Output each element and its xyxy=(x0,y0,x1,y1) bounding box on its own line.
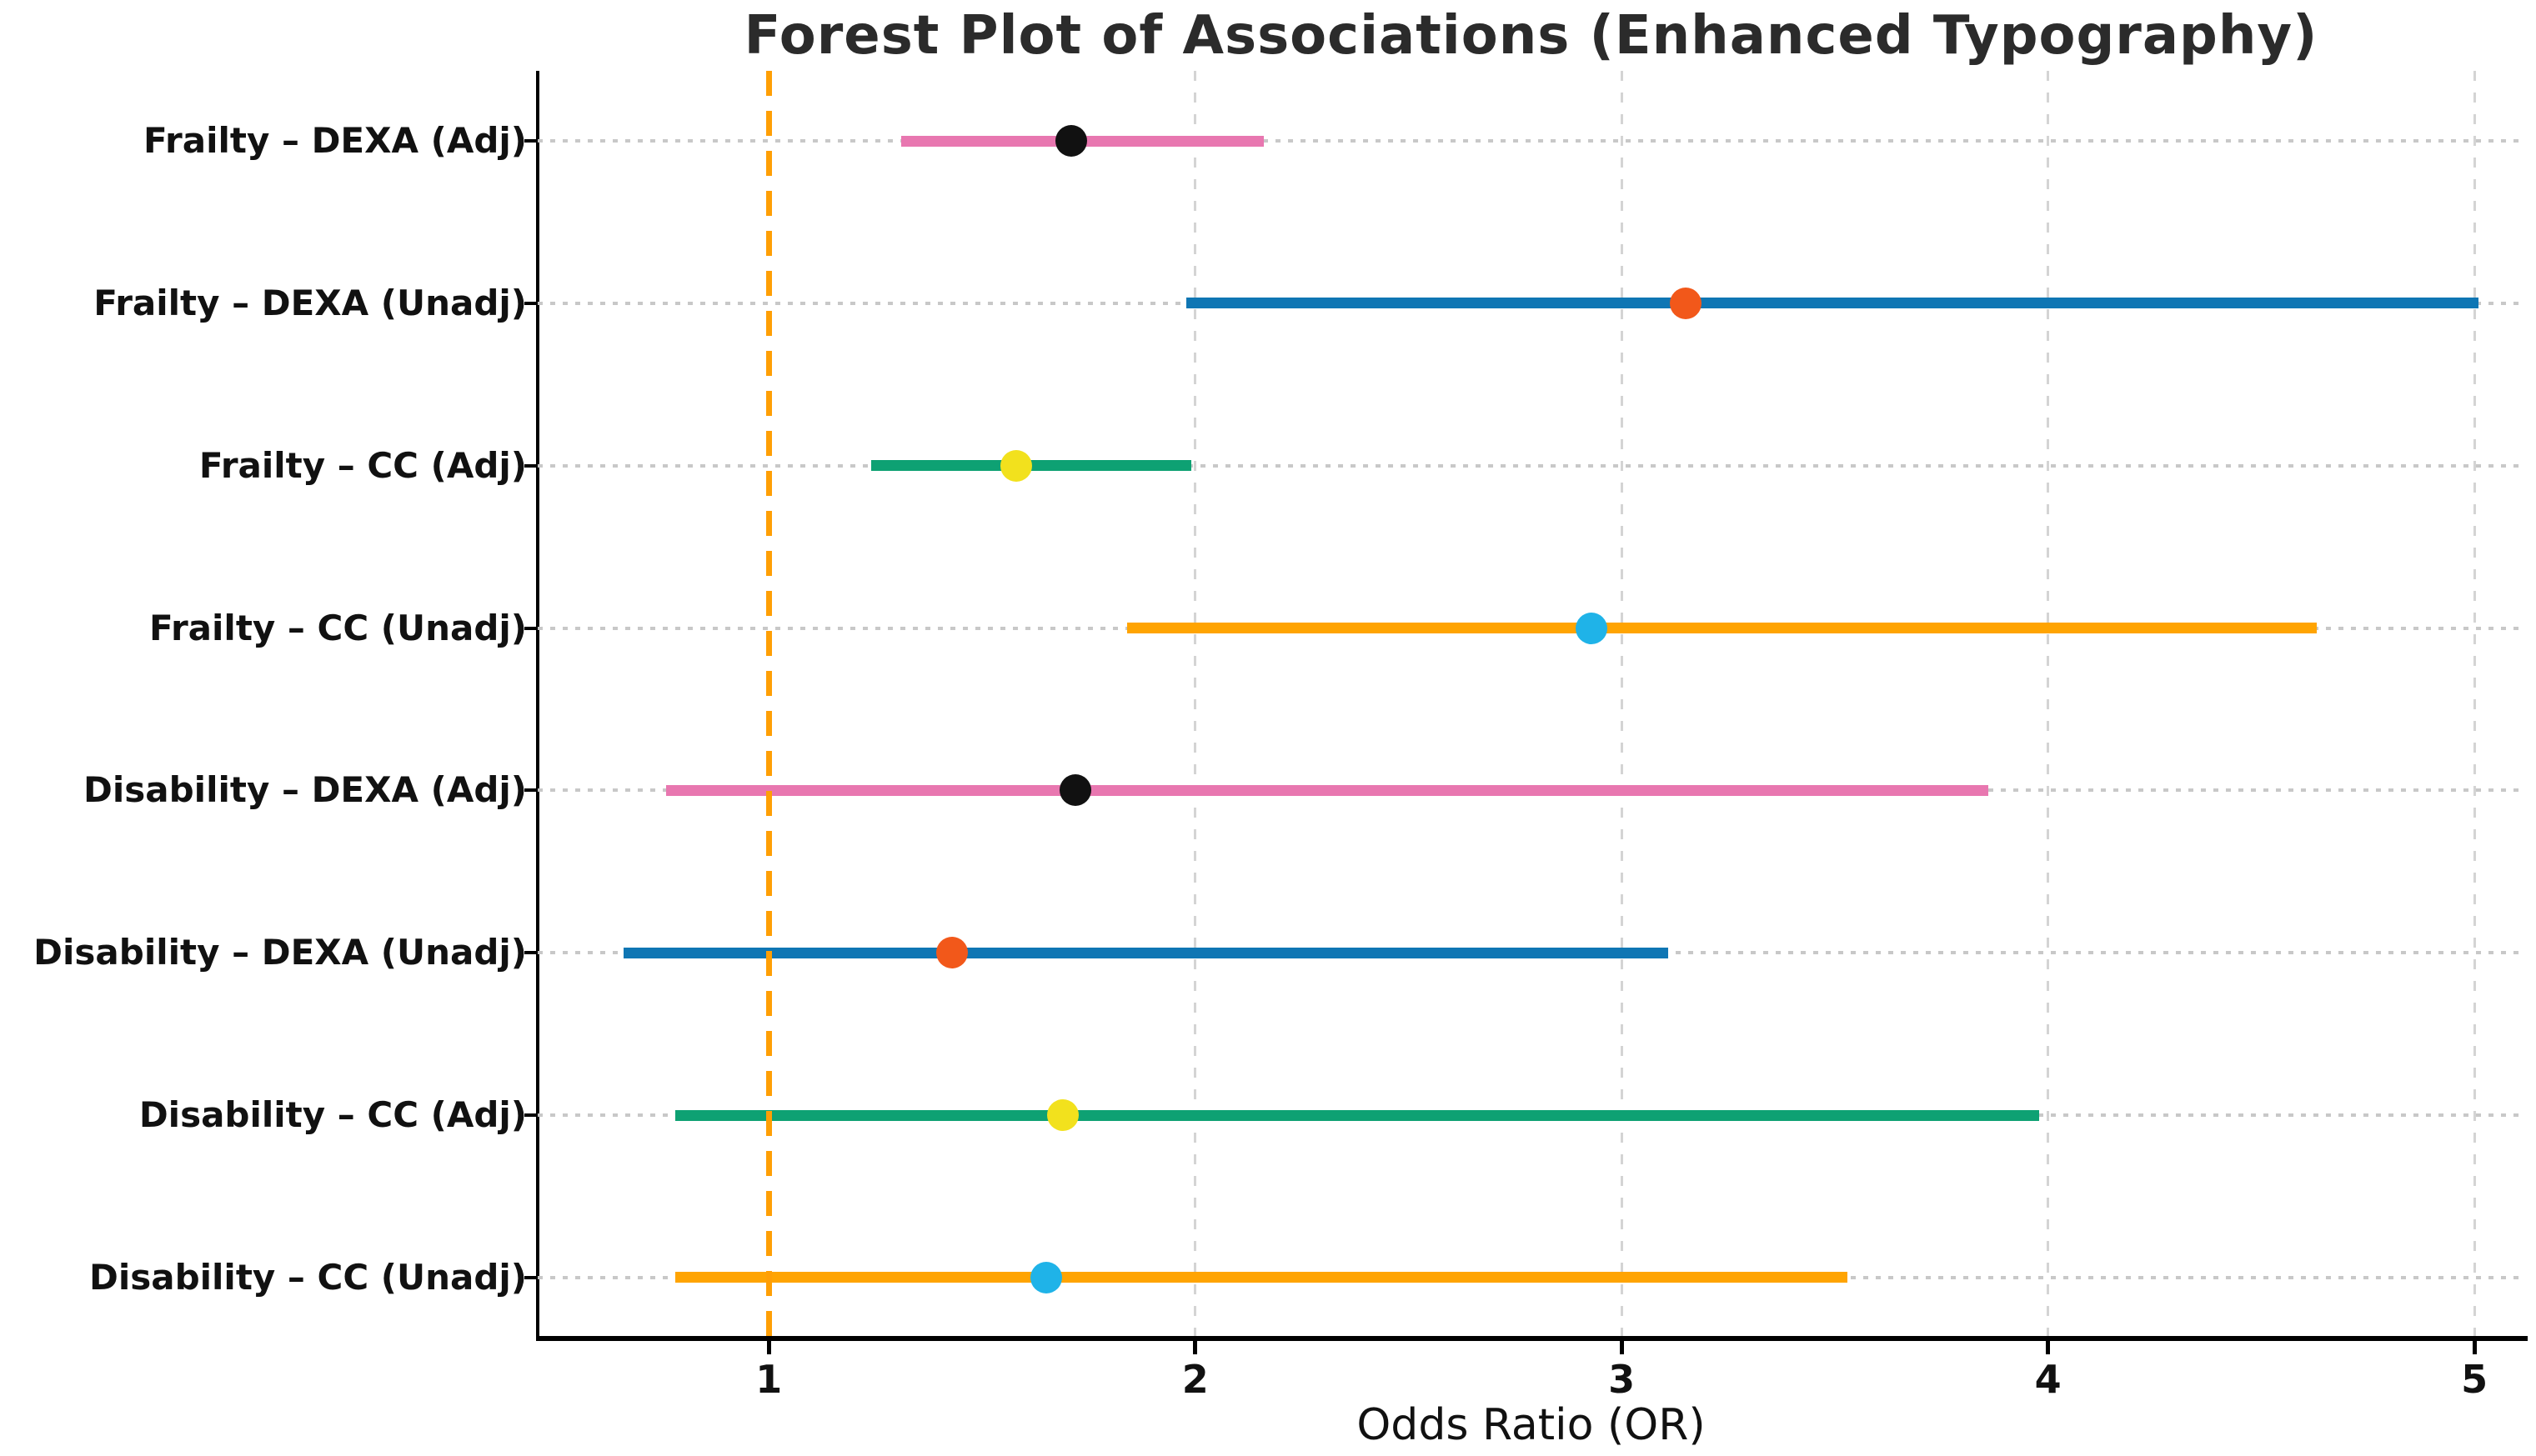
x-axis-tick xyxy=(2046,1341,2051,1354)
vertical-gridline xyxy=(2473,71,2476,1336)
y-axis-category-label: Frailty – DEXA (Unadj) xyxy=(93,282,527,323)
vertical-gridline xyxy=(1620,71,1623,1336)
x-axis-tick-label: 4 xyxy=(2034,1357,2062,1402)
vertical-gridline xyxy=(2047,71,2050,1336)
confidence-interval-line xyxy=(1186,298,2479,309)
confidence-interval-line xyxy=(674,1272,1848,1283)
row-gridline xyxy=(538,463,2524,468)
odds-ratio-point-marker xyxy=(1576,612,1608,644)
confidence-interval-line xyxy=(674,1109,2040,1121)
y-axis-tick xyxy=(524,139,538,143)
odds-ratio-point-marker xyxy=(1030,1261,1062,1293)
y-axis-tick xyxy=(524,463,538,468)
y-axis-category-label: Disability – CC (Adj) xyxy=(138,1094,527,1136)
y-axis-tick xyxy=(524,301,538,305)
chart-title: Forest Plot of Associations (Enhanced Ty… xyxy=(744,5,2318,67)
confidence-interval-line xyxy=(666,784,1989,796)
x-axis-tick-label: 3 xyxy=(1608,1357,1636,1402)
y-axis-tick xyxy=(524,1113,538,1118)
y-axis-spine xyxy=(536,71,539,1341)
odds-ratio-point-marker xyxy=(936,937,969,969)
odds-ratio-point-marker xyxy=(1047,1099,1080,1132)
x-axis-label: Odds Ratio (OR) xyxy=(1356,1400,1706,1450)
y-axis-tick xyxy=(524,788,538,793)
confidence-interval-line xyxy=(624,947,1669,958)
y-axis-tick xyxy=(524,951,538,955)
plot-area xyxy=(538,71,2524,1336)
y-axis-tick xyxy=(524,626,538,630)
x-axis-spine xyxy=(536,1336,2528,1341)
y-axis-category-label: Disability – DEXA (Adj) xyxy=(83,769,527,811)
x-axis-tick-label: 2 xyxy=(1181,1357,1209,1402)
y-axis-category-label: Disability – CC (Unadj) xyxy=(88,1256,527,1298)
odds-ratio-point-marker xyxy=(1060,774,1092,807)
confidence-interval-line xyxy=(1126,623,2317,634)
x-axis-tick xyxy=(1193,1341,1198,1354)
vertical-gridline xyxy=(1194,71,1197,1336)
y-axis-category-label: Frailty – CC (Adj) xyxy=(198,444,527,486)
row-gridline xyxy=(538,139,2524,143)
y-axis-category-label: Frailty – CC (Unadj) xyxy=(148,607,527,648)
odds-ratio-point-marker xyxy=(1669,287,1702,319)
x-axis-tick xyxy=(1619,1341,1624,1354)
y-axis-category-label: Frailty – DEXA (Adj) xyxy=(143,120,527,161)
x-axis-tick xyxy=(2472,1341,2477,1354)
x-axis-tick-label: 1 xyxy=(755,1357,783,1402)
odds-ratio-point-marker xyxy=(1055,125,1088,157)
y-axis-category-label: Disability – DEXA (Unadj) xyxy=(33,932,527,973)
x-axis-tick-label: 5 xyxy=(2461,1357,2488,1402)
x-axis-tick xyxy=(766,1341,771,1354)
reference-line-or-1 xyxy=(765,71,772,1336)
odds-ratio-point-marker xyxy=(1000,449,1032,482)
y-axis-tick xyxy=(524,1275,538,1279)
